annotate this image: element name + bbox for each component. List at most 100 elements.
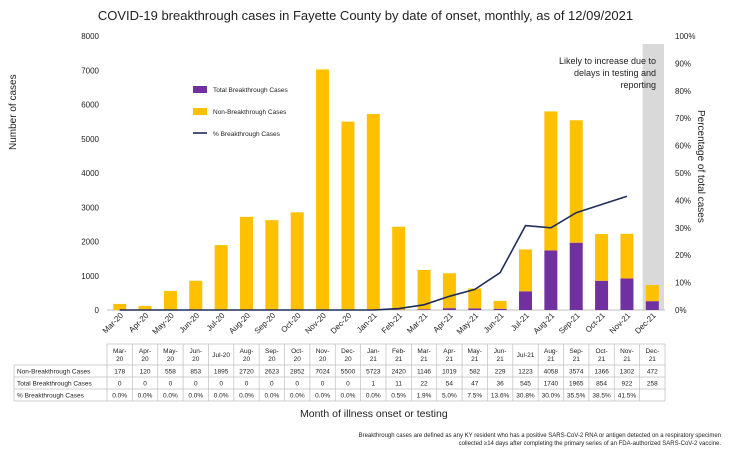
table-cell: 1.9%	[417, 393, 432, 400]
footnote-line-1: Breakthrough cases are defined as any KY…	[358, 433, 721, 439]
table-header-cell: Apr-	[443, 348, 455, 355]
bar-non-breakthrough	[544, 111, 558, 251]
bar-non-breakthrough	[163, 290, 177, 310]
table-cell: 1740	[544, 381, 559, 388]
table-cell: 0	[245, 381, 249, 388]
table-cell: 30.0%	[542, 393, 561, 400]
table-cell: 1366	[594, 369, 609, 376]
table-header-cell: 21	[471, 356, 479, 363]
table-cell: 2420	[391, 369, 406, 376]
table-cell: 0.0%	[341, 393, 356, 400]
x-tick-label: May-20	[151, 311, 177, 337]
table-header-cell: 20	[116, 356, 124, 363]
table-header-cell: 21	[573, 356, 581, 363]
table-cell: 0	[219, 381, 223, 388]
table-cell: 0.0%	[188, 393, 203, 400]
table-cell: 0.0%	[264, 393, 279, 400]
chart-title: COVID-19 breakthrough cases in Fayette C…	[97, 8, 634, 23]
bar-non-breakthrough	[240, 216, 253, 310]
table-header-cell: 20	[268, 356, 276, 363]
y2-tick-label: 90%	[675, 59, 691, 68]
table-cell: 47	[471, 381, 479, 388]
y2-tick-label: 40%	[675, 196, 691, 205]
table-cell: 0	[118, 381, 122, 388]
y2-tick-label: 20%	[675, 251, 691, 260]
table-cell: 0.0%	[138, 393, 153, 400]
x-tick-label: Jun-20	[178, 311, 202, 335]
table-cell: 0.0%	[163, 393, 178, 400]
bar-non-breakthrough	[442, 273, 456, 309]
bar-non-breakthrough	[645, 284, 659, 302]
table-cell: 472	[647, 369, 658, 376]
annotation-line: Likely to increase due to	[559, 56, 656, 66]
table-cell: 41.5%	[618, 393, 637, 400]
bar-non-breakthrough	[341, 121, 355, 310]
x-tick-label: Oct-21	[584, 311, 608, 335]
table-cell: 5.0%	[442, 393, 457, 400]
y-tick-label: 7000	[81, 66, 99, 75]
table-cell: 854	[596, 381, 607, 388]
bar-non-breakthrough	[113, 303, 127, 310]
table-cell: 1019	[442, 369, 457, 376]
table-cell: 178	[114, 369, 125, 376]
table-header-cell: Apr-	[139, 348, 151, 355]
table-header-cell: 21	[598, 356, 606, 363]
y-tick-label: 2000	[81, 238, 99, 247]
table-cell: 582	[469, 369, 480, 376]
bar-non-breakthrough	[316, 69, 330, 310]
y-tick-label: 1000	[81, 272, 99, 281]
table-header-cell: Jan-	[367, 348, 380, 355]
footnote-line-2: collected ≥14 days after completing the …	[458, 441, 721, 447]
table-cell: 22	[420, 381, 428, 388]
table-header-cell: 20	[167, 356, 175, 363]
table-header-cell: Aug-	[240, 348, 254, 355]
y-tick-label: 0	[95, 306, 100, 315]
y2-tick-label: 70%	[675, 114, 691, 123]
bar-breakthrough	[544, 250, 558, 310]
bar-breakthrough	[468, 308, 482, 310]
table-header-cell: Sep-	[265, 348, 279, 355]
x-tick-label: Aug-20	[227, 311, 252, 336]
table-cell: 11	[395, 381, 402, 388]
y-tick-label: 5000	[81, 135, 99, 144]
annotation-line: delays in testing and	[574, 68, 656, 78]
table-cell: 120	[140, 369, 151, 376]
table-header-cell: Oct-	[291, 348, 303, 355]
table-header-cell: Sep-	[569, 348, 583, 355]
y-tick-label: 6000	[81, 101, 99, 110]
table-cell: 13.6%	[491, 393, 510, 400]
table-cell: 922	[622, 381, 633, 388]
bar-breakthrough	[493, 308, 507, 310]
y2-tick-label: 100%	[675, 32, 695, 41]
table-cell: 1895	[214, 369, 229, 376]
table-cell: 0.0%	[290, 393, 305, 400]
table-header-cell: 21	[420, 356, 428, 363]
x-tick-label: Sep-20	[253, 311, 278, 336]
table-header-cell: 20	[192, 356, 200, 363]
table-cell: 0.5%	[391, 393, 406, 400]
table-header-cell: Nov-	[620, 348, 634, 355]
table-cell: 5500	[341, 369, 356, 376]
table-cell: 5723	[366, 369, 381, 376]
table-cell: 1	[372, 381, 376, 388]
table-row-label: Non-Breakthrough Cases	[17, 369, 91, 376]
table-cell: 2852	[290, 369, 305, 376]
table-header-cell: 21	[370, 356, 378, 363]
x-tick-label: May-21	[455, 311, 481, 337]
table-cell: 35.5%	[567, 393, 586, 400]
bar-non-breakthrough	[366, 113, 380, 310]
table-cell: 0.0%	[239, 393, 254, 400]
bar-non-breakthrough	[519, 249, 532, 292]
table-cell: 258	[647, 381, 658, 388]
y2-tick-label: 10%	[675, 279, 691, 288]
bar-non-breakthrough	[189, 280, 203, 310]
bar-non-breakthrough	[620, 233, 634, 279]
table-header-cell: Mar-	[417, 348, 430, 355]
x-tick-label: Jul-20	[205, 311, 227, 333]
shaded-region	[642, 44, 664, 310]
legend-label-pct: % Breakthrough Cases	[213, 131, 281, 138]
bar-non-breakthrough	[569, 120, 583, 243]
x-tick-label: Feb-21	[380, 311, 405, 336]
table-row-label: Total Breakthrough Cases	[17, 381, 93, 388]
table-cell: 3574	[569, 369, 584, 376]
